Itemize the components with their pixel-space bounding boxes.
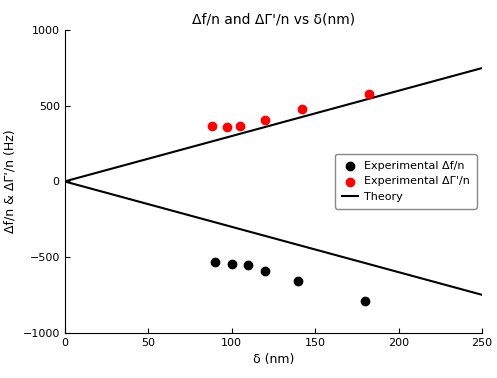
Experimental ΔΓ'/n bbox=[261, 117, 269, 123]
Y-axis label: Δf/n & ΔΓ'/n (Hz): Δf/n & ΔΓ'/n (Hz) bbox=[4, 130, 17, 233]
Experimental ΔΓ'/n bbox=[298, 106, 306, 112]
Title: Δf/n and ΔΓ'/n vs δ(nm): Δf/n and ΔΓ'/n vs δ(nm) bbox=[192, 12, 355, 26]
Experimental Δf/n bbox=[294, 278, 302, 284]
Legend: Experimental Δf/n, Experimental ΔΓ'/n, Theory: Experimental Δf/n, Experimental ΔΓ'/n, T… bbox=[335, 154, 477, 209]
Experimental Δf/n bbox=[261, 268, 269, 274]
Experimental ΔΓ'/n bbox=[208, 123, 216, 129]
Experimental Δf/n bbox=[245, 262, 252, 268]
Experimental ΔΓ'/n bbox=[223, 124, 231, 130]
Experimental Δf/n bbox=[228, 261, 236, 267]
Experimental Δf/n bbox=[361, 298, 369, 304]
Experimental Δf/n bbox=[211, 259, 219, 265]
Experimental ΔΓ'/n bbox=[365, 91, 373, 97]
X-axis label: δ (nm): δ (nm) bbox=[252, 353, 294, 366]
Experimental ΔΓ'/n bbox=[236, 123, 244, 129]
